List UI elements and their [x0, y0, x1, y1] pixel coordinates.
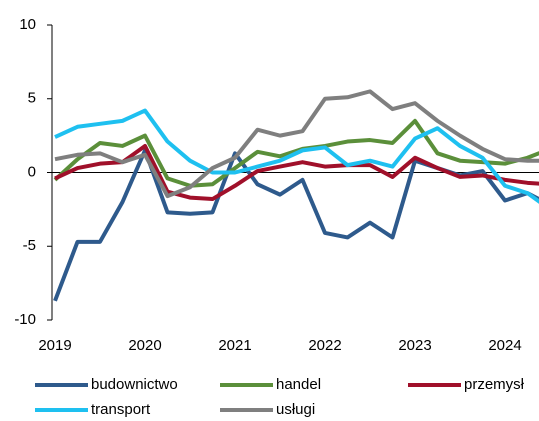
series-line	[54, 143, 539, 202]
x-tick-label: 2024	[488, 337, 521, 354]
x-tick-label: 2020	[128, 337, 161, 354]
x-tick-label: 2022	[308, 337, 341, 354]
legend-label: usługi	[276, 401, 315, 418]
legend-label: przemysł	[464, 376, 525, 393]
y-tick-label: -10	[14, 311, 36, 328]
series-line	[54, 89, 539, 199]
series-line	[53, 148, 539, 302]
x-tick-label: 2019	[38, 337, 71, 354]
x-tick-label: 2021	[218, 337, 251, 354]
legend-label: budownictwo	[91, 376, 178, 393]
plot-area	[53, 89, 539, 302]
series-line	[54, 108, 539, 204]
y-tick-label: 5	[28, 90, 36, 107]
legend-label: handel	[276, 376, 321, 393]
y-tick-label: 10	[19, 16, 36, 33]
y-tick-label: 0	[28, 163, 36, 180]
legend-label: transport	[91, 401, 151, 418]
y-tick-label: -5	[23, 237, 36, 254]
x-tick-label: 2023	[398, 337, 431, 354]
